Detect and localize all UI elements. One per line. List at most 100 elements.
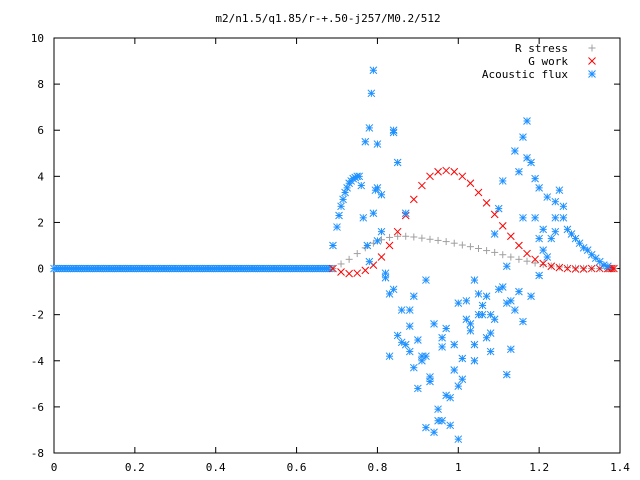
acoustic-flux-point bbox=[422, 276, 430, 284]
acoustic-flux-point bbox=[519, 317, 527, 326]
x-tick-label: 0.6 bbox=[287, 461, 307, 474]
g-work-point bbox=[353, 269, 362, 278]
acoustic-flux-point bbox=[438, 343, 446, 351]
acoustic-flux-point bbox=[454, 299, 463, 307]
acoustic-flux-point bbox=[450, 340, 459, 349]
acoustic-flux-point bbox=[430, 320, 438, 328]
acoustic-flux-point bbox=[490, 230, 499, 238]
acoustic-flux-point bbox=[474, 310, 483, 319]
axis-ticks: 0 0.2 0.4 0.6 0.8 1 1.2 1.4 -8 -6 -4 -2 0 2 4 6 8 10 bbox=[31, 32, 631, 474]
acoustic-flux-point bbox=[405, 306, 414, 314]
g-work-point bbox=[409, 195, 418, 204]
x-tick-label: 0.4 bbox=[206, 461, 226, 474]
acoustic-flux-point bbox=[365, 257, 374, 266]
y-tick-label: 0 bbox=[37, 263, 44, 276]
x-tick-label: 0.2 bbox=[125, 461, 145, 474]
acoustic-flux-point bbox=[470, 340, 479, 349]
r-stress-point bbox=[483, 247, 491, 255]
acoustic-flux-point bbox=[486, 310, 495, 319]
acoustic-flux-point bbox=[498, 177, 507, 185]
r-stress-point bbox=[499, 251, 507, 259]
y-tick-label: -6 bbox=[31, 401, 44, 414]
acoustic-flux-point bbox=[329, 241, 337, 250]
acoustic-flux-point bbox=[367, 89, 376, 98]
acoustic-flux-point bbox=[377, 190, 386, 199]
acoustic-flux-point bbox=[438, 416, 446, 425]
acoustic-flux-point bbox=[401, 340, 410, 349]
acoustic-flux-point bbox=[339, 195, 347, 204]
acoustic-flux-point bbox=[393, 331, 402, 340]
g-work-point bbox=[482, 198, 491, 207]
acoustic-flux-point bbox=[355, 172, 364, 181]
legend-label-g-work: G work bbox=[528, 55, 568, 68]
g-work-point bbox=[474, 188, 483, 197]
acoustic-flux-point bbox=[470, 276, 479, 284]
acoustic-flux-point bbox=[494, 285, 503, 294]
acoustic-flux-point bbox=[539, 225, 548, 234]
acoustic-flux-point bbox=[385, 352, 394, 361]
acoustic-flux-point bbox=[422, 423, 430, 432]
g-work-point bbox=[466, 179, 475, 188]
acoustic-flux-point bbox=[422, 352, 430, 361]
x-tick-label: 1 bbox=[455, 461, 462, 474]
r-stress-point bbox=[418, 234, 426, 242]
acoustic-flux-point bbox=[519, 133, 527, 141]
acoustic-flux-point bbox=[397, 306, 406, 314]
acoustic-flux-point bbox=[551, 197, 560, 206]
acoustic-flux-point bbox=[502, 299, 511, 307]
r-stress-point bbox=[426, 235, 434, 243]
acoustic-flux-point bbox=[523, 154, 531, 162]
g-work-point bbox=[361, 266, 370, 275]
g-work-point bbox=[587, 264, 596, 273]
x-tick-label: 1.4 bbox=[610, 461, 630, 474]
r-stress-point bbox=[523, 257, 531, 265]
r-stress-point bbox=[442, 238, 450, 246]
r-stress-point bbox=[434, 236, 442, 244]
x-tick-label: 0 bbox=[51, 461, 58, 474]
acoustic-flux-point bbox=[515, 167, 523, 176]
series-g-work bbox=[329, 166, 612, 278]
g-work-point bbox=[434, 167, 442, 176]
y-tick-label: -2 bbox=[31, 309, 44, 322]
acoustic-flux-point bbox=[563, 225, 572, 234]
acoustic-flux-point bbox=[389, 285, 398, 294]
acoustic-flux-point bbox=[559, 213, 568, 222]
acoustic-flux-point bbox=[494, 204, 503, 213]
g-work-point bbox=[418, 181, 426, 190]
acoustic-flux-point bbox=[359, 213, 368, 222]
series-marks bbox=[50, 66, 618, 444]
g-work-point bbox=[442, 166, 451, 175]
acoustic-flux-point bbox=[381, 273, 390, 282]
acoustic-flux-point bbox=[446, 393, 455, 402]
g-work-point bbox=[531, 255, 539, 264]
g-work-point bbox=[610, 264, 618, 273]
acoustic-flux-point bbox=[502, 262, 511, 271]
r-stress-point bbox=[345, 255, 353, 263]
r-stress-point bbox=[515, 255, 523, 263]
acoustic-flux-point bbox=[551, 227, 560, 236]
acoustic-flux-point bbox=[377, 227, 386, 236]
y-tick-label: -8 bbox=[31, 447, 44, 460]
acoustic-flux-point bbox=[458, 375, 467, 384]
g-work-point bbox=[515, 241, 523, 250]
acoustic-flux-point bbox=[511, 147, 519, 155]
chart-title: m2/n1.5/q1.85/r-+.50-j257/M0.2/512 bbox=[215, 12, 440, 25]
acoustic-flux-point bbox=[333, 223, 341, 231]
acoustic-flux-point bbox=[373, 237, 382, 245]
acoustic-flux-point bbox=[409, 363, 418, 372]
acoustic-flux-point bbox=[434, 405, 442, 414]
y-tick-label: 4 bbox=[37, 170, 44, 183]
legend-marker-acoustic-flux bbox=[588, 70, 596, 78]
r-stress-point bbox=[450, 239, 458, 247]
acoustic-flux-point bbox=[454, 382, 463, 390]
g-work-point bbox=[523, 249, 531, 258]
acoustic-flux-point bbox=[466, 326, 475, 335]
acoustic-flux-point bbox=[454, 435, 463, 444]
legend: R stress G work Acoustic flux bbox=[482, 42, 596, 81]
acoustic-flux-point bbox=[535, 271, 543, 280]
acoustic-flux-point bbox=[539, 246, 548, 254]
acoustic-flux-point bbox=[343, 184, 351, 192]
g-work-point bbox=[458, 172, 467, 181]
acoustic-flux-point bbox=[462, 296, 471, 305]
acoustic-flux-point bbox=[405, 347, 414, 356]
